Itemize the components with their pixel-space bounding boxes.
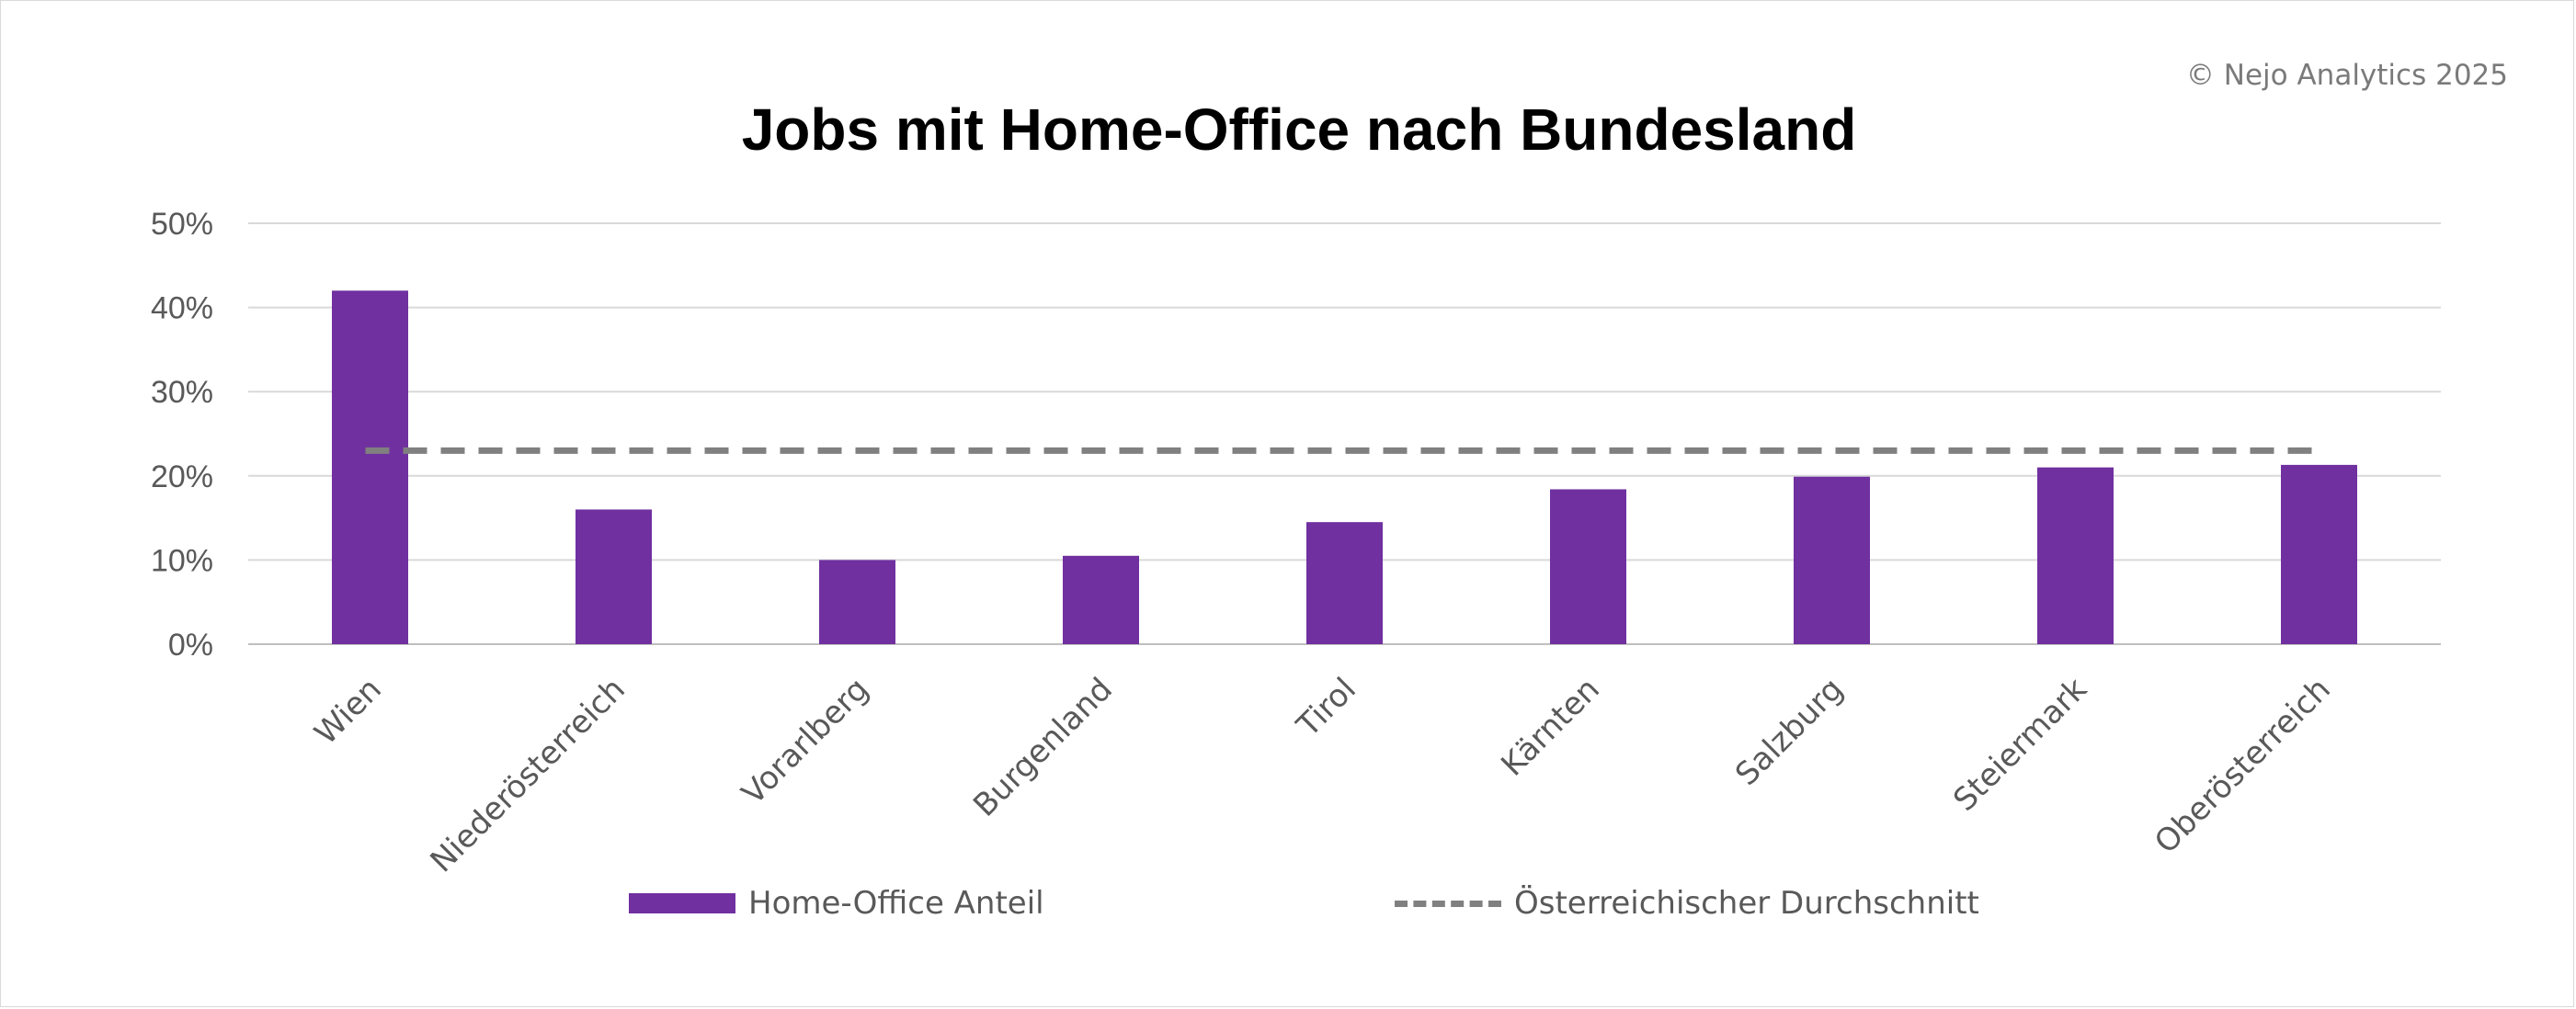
x-tick-label: Burgenland [966,671,1120,824]
legend-line-label: Österreichischer Durchschnitt [1514,885,1979,922]
copyright-text: © Nejo Analytics 2025 [2185,59,2508,92]
x-tick-label: Steiermark [1946,671,2094,819]
bar-tirol [1306,522,1383,644]
y-tick-label: 40% [151,291,213,326]
x-tick-label: Wien [308,671,389,752]
bar-series [332,290,2357,644]
y-tick-label: 30% [151,375,213,410]
x-tick-label: Tirol [1289,671,1362,744]
x-axis: Wien Niederösterreich Vorarlberg Burgenland… [308,671,2338,880]
legend-item-line: Österreichischer Durchschnitt [1395,885,1979,922]
bar-kärnten [1550,489,1626,644]
bar-vorarlberg [819,560,895,644]
bar-oberösterreich [2281,464,2357,644]
bar-steiermark [2037,467,2114,644]
legend-bar-label: Home-Office Anteil [748,885,1044,922]
bar-wien [332,290,408,644]
bar-niederösterreich [576,509,652,644]
legend-line-swatch [1395,900,1501,907]
x-tick-label: Kärnten [1494,671,1607,784]
y-axis: 0% 10% 20% 30% 40% 50% [151,207,213,663]
x-tick-label: Oberösterreich [2148,671,2338,861]
x-tick-label: Salzburg [1728,671,1851,793]
legend-bar-swatch [629,893,735,913]
x-tick-label: Vorarlberg [735,671,876,812]
x-tick-label: Niederösterreich [424,671,633,879]
y-tick-label: 0% [168,628,213,663]
bar-burgenland [1063,555,1139,644]
legend-item-bar: Home-Office Anteil [629,885,1044,922]
chart-title: Jobs mit Home-Office nach Bundesland [741,96,1857,163]
y-tick-label: 20% [151,459,213,494]
y-tick-label: 10% [151,543,213,578]
bar-salzburg [1794,476,1870,644]
y-tick-label: 50% [151,207,213,242]
